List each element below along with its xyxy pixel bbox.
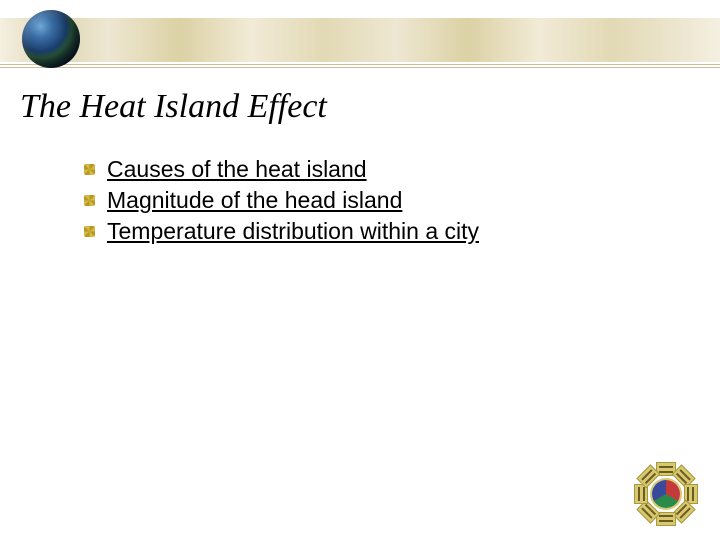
bullet-list: Causes of the heat island Magnitude of t… [82,156,479,249]
list-item: Magnitude of the head island [82,187,479,214]
bullet-link[interactable]: Causes of the heat island [107,156,367,183]
bullet-link[interactable]: Magnitude of the head island [107,187,402,214]
divider-line [0,64,720,65]
list-item: Causes of the heat island [82,156,479,183]
yinyang-icon [652,480,680,508]
globe-icon [22,10,80,68]
header-band [0,0,720,78]
bullet-icon [82,193,97,208]
bullet-link[interactable]: Temperature distribution within a city [107,218,479,245]
divider-line [0,67,720,68]
bullet-icon [82,162,97,177]
bullet-icon [82,224,97,239]
bagua-icon [634,462,698,526]
world-map-strip [0,18,720,62]
slide-title: The Heat Island Effect [20,88,327,126]
list-item: Temperature distribution within a city [82,218,479,245]
